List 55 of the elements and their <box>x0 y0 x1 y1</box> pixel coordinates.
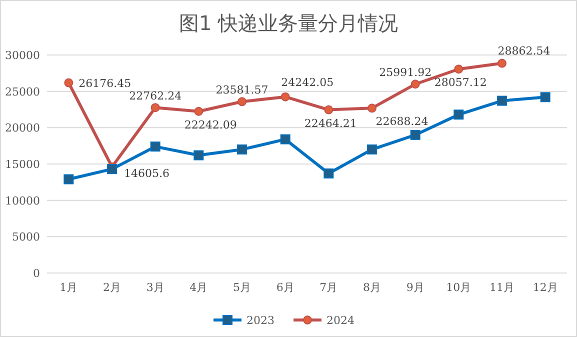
legend-label: 2024 <box>326 314 354 327</box>
point <box>454 110 464 120</box>
data-label: 28862.54 <box>498 44 550 58</box>
data-label: 22464.21 <box>304 116 357 130</box>
chart-title: 图1 快递业务量分月情况 <box>178 11 398 35</box>
point <box>497 96 507 106</box>
point <box>280 134 290 144</box>
y-tick-label: 10000 <box>5 194 40 208</box>
x-tick-label: 6月 <box>276 281 294 294</box>
point <box>280 92 290 102</box>
x-tick-label: 8月 <box>363 281 381 294</box>
point <box>64 174 74 184</box>
point <box>324 105 334 114</box>
x-tick-label: 2月 <box>103 281 121 294</box>
x-tick-label: 7月 <box>320 281 338 294</box>
point <box>368 104 376 113</box>
point <box>324 168 334 178</box>
point <box>410 130 420 140</box>
data-label: 26176.45 <box>78 76 132 90</box>
point <box>194 150 204 160</box>
y-tick-label: 5000 <box>12 230 40 244</box>
x-tick-label: 10月 <box>446 281 472 294</box>
data-label: 22242.09 <box>184 118 237 132</box>
x-tick-label: 3月 <box>146 281 164 294</box>
point <box>454 64 464 74</box>
x-tick-label: 5月 <box>233 281 251 294</box>
point <box>107 164 117 174</box>
data-label: 28057.12 <box>434 76 487 90</box>
data-label: 22688.24 <box>376 115 428 128</box>
data-label: 23581.57 <box>216 84 268 97</box>
point <box>150 142 160 152</box>
x-tick-label: 12月 <box>532 281 558 294</box>
point <box>194 106 204 116</box>
y-tick-label: 20000 <box>5 122 40 135</box>
x-tick-label: 9月 <box>406 281 424 294</box>
point <box>64 78 74 88</box>
x-tick-label: 11月 <box>490 281 514 294</box>
x-tick-label: 1月 <box>60 281 78 294</box>
point <box>150 103 160 112</box>
x-tick-label: 4月 <box>190 281 208 294</box>
y-tick-label: 25000 <box>5 85 40 98</box>
data-label: 14605.6 <box>124 166 170 180</box>
point <box>498 58 506 68</box>
point <box>540 92 550 102</box>
point <box>367 144 377 154</box>
y-tick-label: 15000 <box>5 158 40 171</box>
point <box>238 97 246 106</box>
y-tick-label: 0 <box>33 267 40 280</box>
point <box>237 144 247 154</box>
data-label: 24242.05 <box>281 76 334 89</box>
legend-label: 2023 <box>246 314 274 327</box>
point <box>410 80 420 89</box>
data-label: 22762.24 <box>129 90 182 103</box>
data-label: 25991.92 <box>379 66 432 80</box>
y-tick-label: 30000 <box>5 49 40 62</box>
